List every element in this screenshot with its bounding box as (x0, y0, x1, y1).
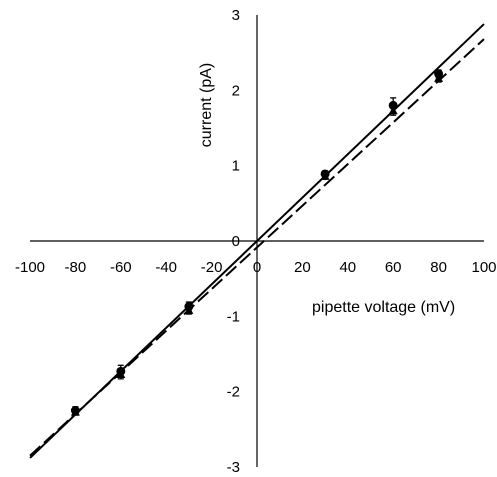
y-tick-label: -1 (227, 308, 240, 325)
point-triangle (320, 171, 330, 180)
x-tick-label: -60 (110, 259, 132, 276)
x-tick-label: 100 (471, 259, 496, 276)
y-tick-label: 0 (232, 233, 240, 250)
x-tick-label: -80 (65, 259, 87, 276)
x-tick-label: -100 (15, 259, 45, 276)
tick-labels: -100 -80 -60 -40 -20 0 20 40 60 80 100 3 2 1 0 -1 -2 -3 (15, 7, 497, 476)
x-tick-label: 0 (253, 259, 261, 276)
point-circle (434, 69, 444, 79)
point-triangle (116, 369, 126, 378)
y-tick-label: -2 (227, 384, 240, 401)
point-triangle (434, 73, 444, 82)
x-tick-label: -40 (155, 259, 177, 276)
x-axis-label: pipette voltage (mV) (312, 299, 455, 316)
y-tick-label: 2 (232, 82, 240, 99)
fit-line-2 (29, 38, 485, 457)
x-tick-label: 40 (339, 259, 356, 276)
y-tick-label: 1 (232, 158, 240, 175)
x-tick-label: 80 (430, 259, 447, 276)
point-triangle (184, 305, 194, 314)
fit-lines (29, 23, 485, 459)
x-tick-label: 20 (294, 259, 311, 276)
point-circle (388, 100, 398, 110)
data-points (70, 69, 444, 416)
point-triangle (70, 407, 80, 416)
y-tick-label: -3 (227, 459, 240, 476)
x-tick-label: 60 (385, 259, 402, 276)
point-triangle (388, 106, 398, 115)
y-tick-label: 3 (232, 7, 240, 24)
x-tick-label: -20 (201, 259, 223, 276)
y-axis-label: current (pA) (198, 63, 215, 147)
